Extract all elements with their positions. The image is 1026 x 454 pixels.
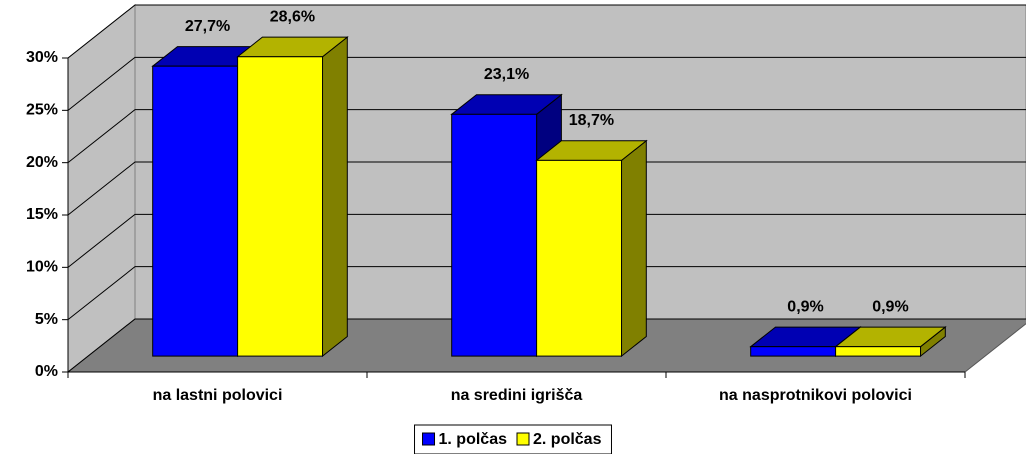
x-tick-label: na lastni polovici <box>153 387 283 404</box>
grid-line <box>67 109 1026 164</box>
grid-line <box>67 318 1026 373</box>
bar <box>152 65 239 357</box>
x-tick-label: na nasprotnikovi polovici <box>719 387 912 404</box>
grid-line <box>67 213 1026 268</box>
y-tick-label: 25% <box>26 102 58 119</box>
legend <box>414 424 612 454</box>
grid-line <box>67 161 1026 216</box>
bar <box>750 346 837 357</box>
bar <box>237 56 324 357</box>
y-tick-label: 0% <box>35 363 58 380</box>
y-tick-label: 30% <box>26 49 58 66</box>
legend-swatch <box>516 432 530 446</box>
bar <box>451 113 538 357</box>
data-label: 28,6% <box>270 8 315 25</box>
legend-label: 2. polčas <box>533 431 602 448</box>
legend-swatch <box>422 432 436 446</box>
data-label: 27,7% <box>185 18 230 35</box>
data-label: 0,9% <box>872 298 908 315</box>
grid-line <box>67 266 1026 321</box>
y-tick-label: 10% <box>26 259 58 276</box>
legend-label: 1. polčas <box>439 431 508 448</box>
y-tick-label: 15% <box>26 206 58 223</box>
grid-line <box>67 56 1026 111</box>
bar-side <box>621 139 647 358</box>
x-tick-label: na sredini igrišča <box>451 387 583 404</box>
y-tick-label: 20% <box>26 154 58 171</box>
bar <box>536 159 623 357</box>
grid-line <box>67 4 1026 59</box>
bar <box>835 346 922 357</box>
bar-side <box>322 36 348 358</box>
y-tick-label: 5% <box>35 311 58 328</box>
data-label: 0,9% <box>787 298 823 315</box>
data-label: 23,1% <box>484 66 529 83</box>
data-label: 18,7% <box>569 112 614 129</box>
